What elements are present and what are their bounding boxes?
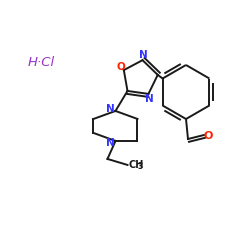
Text: N: N <box>145 94 154 104</box>
Text: N: N <box>106 138 115 148</box>
Text: O: O <box>203 131 213 141</box>
Text: N: N <box>106 104 115 114</box>
Text: N: N <box>139 50 148 60</box>
Text: O: O <box>116 62 125 72</box>
Text: H·Cl: H·Cl <box>28 56 55 68</box>
Text: 3: 3 <box>138 162 143 172</box>
Text: CH: CH <box>128 160 144 170</box>
